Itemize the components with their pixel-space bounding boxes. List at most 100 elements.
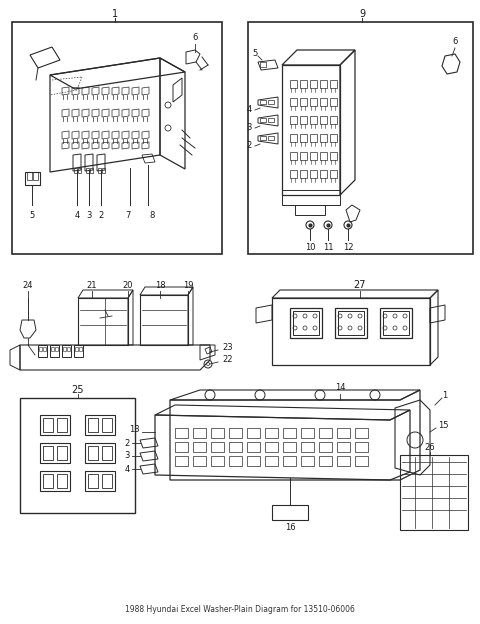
- Bar: [86, 168, 89, 173]
- Text: 6: 6: [192, 34, 198, 42]
- Bar: [38, 345, 47, 357]
- Bar: [248, 22, 473, 254]
- Bar: [260, 136, 266, 140]
- Bar: [57, 474, 67, 488]
- Bar: [260, 118, 266, 122]
- Text: 18: 18: [155, 281, 165, 290]
- Bar: [229, 428, 242, 438]
- Bar: [268, 136, 274, 140]
- Bar: [63, 347, 66, 351]
- Bar: [20, 398, 135, 513]
- Bar: [98, 168, 101, 173]
- Bar: [268, 118, 274, 122]
- Bar: [211, 456, 224, 466]
- Bar: [43, 418, 53, 432]
- Text: 9: 9: [359, 9, 365, 19]
- Text: 4: 4: [74, 210, 80, 220]
- Bar: [88, 446, 98, 460]
- Text: 5: 5: [252, 49, 258, 59]
- Bar: [301, 456, 314, 466]
- Bar: [293, 311, 319, 335]
- Bar: [265, 456, 278, 466]
- Bar: [57, 418, 67, 432]
- Bar: [74, 168, 77, 173]
- Bar: [355, 456, 368, 466]
- Bar: [51, 347, 54, 351]
- Bar: [102, 474, 112, 488]
- Bar: [193, 456, 206, 466]
- Bar: [338, 311, 364, 335]
- Text: 27: 27: [354, 280, 366, 290]
- Text: 3: 3: [86, 210, 92, 220]
- Bar: [283, 428, 296, 438]
- Text: 24: 24: [23, 281, 33, 290]
- Text: 5: 5: [29, 210, 35, 220]
- Bar: [74, 345, 83, 357]
- Bar: [75, 347, 78, 351]
- Text: 3: 3: [247, 124, 252, 132]
- Bar: [268, 100, 274, 104]
- Bar: [319, 442, 332, 452]
- Text: 26: 26: [425, 444, 435, 452]
- Bar: [301, 428, 314, 438]
- Text: 23: 23: [222, 343, 233, 353]
- Bar: [355, 428, 368, 438]
- Bar: [102, 446, 112, 460]
- Bar: [90, 168, 93, 173]
- Bar: [33, 172, 38, 180]
- Text: 11: 11: [323, 243, 333, 253]
- Text: 1: 1: [443, 391, 448, 399]
- Bar: [40, 471, 70, 491]
- Bar: [40, 443, 70, 463]
- Text: 25: 25: [72, 385, 84, 395]
- Bar: [193, 442, 206, 452]
- Bar: [43, 446, 53, 460]
- Bar: [283, 442, 296, 452]
- Bar: [355, 442, 368, 452]
- Bar: [40, 415, 70, 435]
- Bar: [85, 415, 115, 435]
- Bar: [383, 311, 409, 335]
- Text: 19: 19: [183, 281, 193, 290]
- Bar: [337, 428, 350, 438]
- Text: 6: 6: [452, 37, 458, 47]
- Text: 15: 15: [438, 421, 448, 429]
- Bar: [247, 442, 260, 452]
- Bar: [67, 347, 70, 351]
- Bar: [88, 474, 98, 488]
- Bar: [400, 455, 468, 530]
- Bar: [175, 428, 188, 438]
- Text: 3: 3: [125, 452, 130, 461]
- Bar: [260, 62, 266, 67]
- Text: 1988 Hyundai Excel Washer-Plain Diagram for 13510-06006: 1988 Hyundai Excel Washer-Plain Diagram …: [125, 605, 355, 615]
- Bar: [247, 456, 260, 466]
- Bar: [43, 347, 46, 351]
- Bar: [39, 347, 42, 351]
- Text: 14: 14: [335, 384, 345, 392]
- Text: 4: 4: [247, 105, 252, 114]
- Bar: [211, 442, 224, 452]
- Bar: [301, 442, 314, 452]
- Bar: [380, 308, 412, 338]
- Bar: [102, 418, 112, 432]
- Bar: [175, 456, 188, 466]
- Bar: [12, 22, 222, 254]
- Bar: [265, 442, 278, 452]
- Text: 7: 7: [125, 210, 131, 220]
- Text: 12: 12: [343, 243, 353, 253]
- Bar: [78, 168, 81, 173]
- Bar: [260, 100, 266, 104]
- Bar: [88, 418, 98, 432]
- Bar: [27, 172, 32, 180]
- Bar: [211, 428, 224, 438]
- Text: 10: 10: [305, 243, 315, 253]
- Bar: [319, 428, 332, 438]
- Bar: [337, 442, 350, 452]
- Bar: [319, 456, 332, 466]
- Text: 1: 1: [112, 9, 118, 19]
- Text: 8: 8: [149, 210, 155, 220]
- Bar: [290, 308, 322, 338]
- Bar: [62, 345, 71, 357]
- Text: 22: 22: [222, 356, 232, 364]
- Text: 21: 21: [87, 281, 97, 290]
